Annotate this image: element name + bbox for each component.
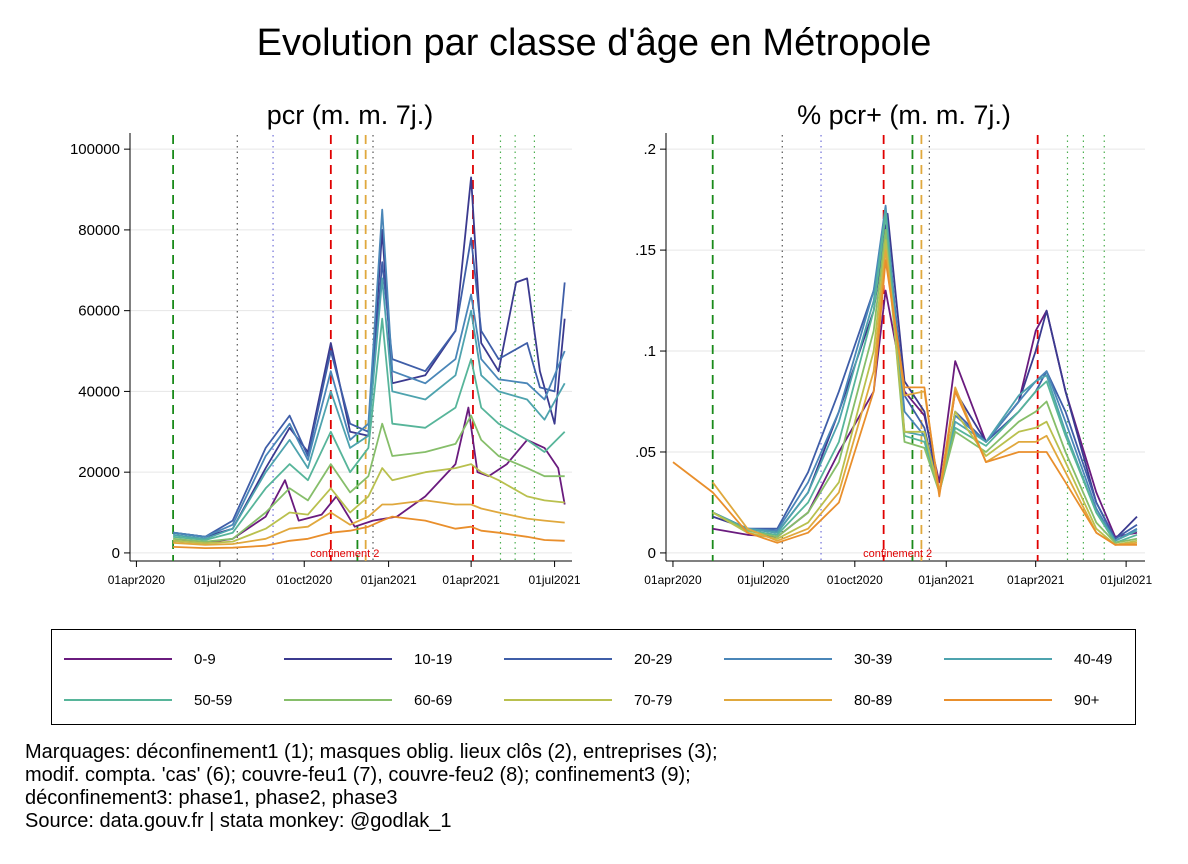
series-line-80-89 bbox=[711, 249, 1138, 546]
legend-label: 0-9 bbox=[194, 650, 216, 668]
x-tick-label: 01oct2020 bbox=[827, 573, 883, 587]
series-line-50-59 bbox=[173, 317, 566, 541]
pcr-panel: pcr (m. m. 7j.) 0 20000 40000 60000 80000 1000… bbox=[70, 100, 581, 587]
note-line: modif. compta. 'cas' (6); couvre-feu1 (7… bbox=[25, 764, 691, 786]
legend-item: 60-69 bbox=[284, 688, 452, 712]
y-tick-label: .2 bbox=[643, 141, 656, 158]
x-tick-label: 01jan2021 bbox=[361, 573, 417, 587]
pcr-positive-panel: % pcr+ (m. m. 7j.) 0 .05 .1 .15 .2 01apr2020 01… bbox=[635, 100, 1152, 587]
x-tick-label: 01apr2021 bbox=[442, 573, 500, 587]
y-tick-label: .15 bbox=[635, 242, 656, 259]
legend-label: 90+ bbox=[1074, 691, 1100, 709]
legend-item: 10-19 bbox=[284, 647, 452, 671]
x-tick-label: 01apr2021 bbox=[1007, 573, 1065, 587]
legend-label: 10-19 bbox=[414, 650, 453, 668]
x-tick-label: 01apr2020 bbox=[644, 573, 702, 587]
legend-item: 30-39 bbox=[724, 647, 892, 671]
legend-label: 30-39 bbox=[854, 650, 893, 668]
x-tick-label: 01jul2020 bbox=[194, 573, 246, 587]
y-tick-label: 0 bbox=[648, 545, 656, 562]
y-tick-label: 0 bbox=[112, 545, 120, 562]
x-tick-label: 01jul2020 bbox=[737, 573, 789, 587]
legend: 0-9 10-19 20-29 30-39 40-49 50-59 60-69 70-79 80… bbox=[51, 629, 1136, 725]
x-tick-label: 01apr2020 bbox=[108, 573, 166, 587]
legend-swatch bbox=[64, 699, 172, 701]
y-tick-label: .1 bbox=[643, 343, 656, 360]
legend-swatch bbox=[284, 658, 392, 660]
panel-title: % pcr+ (m. m. 7j.) bbox=[797, 100, 1011, 130]
legend-swatch bbox=[944, 699, 1052, 701]
series-line-90+ bbox=[173, 515, 565, 549]
annotation-label: confinement 2 bbox=[310, 548, 379, 560]
series-line-60-69 bbox=[173, 414, 565, 543]
legend-swatch bbox=[504, 699, 612, 701]
series-line-20-29 bbox=[172, 237, 566, 538]
legend-label: 20-29 bbox=[634, 650, 673, 668]
legend-item: 20-29 bbox=[504, 647, 672, 671]
x-tick-label: 01jul2021 bbox=[529, 573, 581, 587]
y-tick-label: 40000 bbox=[78, 383, 120, 400]
legend-label: 60-69 bbox=[414, 691, 453, 709]
series-line-30-39 bbox=[172, 208, 566, 538]
series-line-20-29 bbox=[712, 229, 1138, 540]
series-line-10-19 bbox=[712, 212, 1138, 540]
legend-label: 70-79 bbox=[634, 691, 673, 709]
y-tick-label: 100000 bbox=[70, 141, 120, 158]
note-line: déconfinement3: phase1, phase2, phase3 bbox=[25, 787, 398, 809]
series-line-70-79 bbox=[173, 463, 565, 545]
series-line-40-49 bbox=[712, 208, 1138, 542]
y-tick-label: .05 bbox=[635, 444, 656, 461]
legend-swatch bbox=[504, 658, 612, 660]
notes: Marquages: déconfinement1 (1); masques o… bbox=[25, 741, 718, 833]
series-line-90+ bbox=[672, 259, 1137, 546]
x-tick-label: 01jan2021 bbox=[918, 573, 974, 587]
legend-item: 80-89 bbox=[724, 688, 892, 712]
annotation-label: confinement 2 bbox=[863, 548, 932, 560]
legend-item: 40-49 bbox=[944, 647, 1112, 671]
legend-swatch bbox=[284, 699, 392, 701]
note-line: Source: data.gouv.fr | stata monkey: @go… bbox=[25, 810, 452, 832]
legend-item: 70-79 bbox=[504, 688, 672, 712]
legend-label: 50-59 bbox=[194, 691, 233, 709]
y-tick-label: 60000 bbox=[78, 303, 120, 320]
note-line: Marquages: déconfinement1 (1); masques o… bbox=[25, 741, 718, 763]
panel-title: pcr (m. m. 7j.) bbox=[267, 100, 434, 130]
legend-swatch bbox=[64, 658, 172, 660]
legend-label: 80-89 bbox=[854, 691, 893, 709]
legend-swatch bbox=[724, 699, 832, 701]
series-line-10-19 bbox=[172, 176, 566, 538]
main-title: Evolution par classe d'âge en Métropole bbox=[256, 22, 932, 64]
legend-item: 50-59 bbox=[64, 688, 232, 712]
legend-swatch bbox=[724, 658, 832, 660]
series-line-30-39 bbox=[712, 204, 1138, 542]
series-line-80-89 bbox=[173, 499, 565, 546]
y-tick-label: 80000 bbox=[78, 222, 120, 239]
legend-item: 0-9 bbox=[64, 647, 216, 671]
legend-label: 40-49 bbox=[1074, 650, 1113, 668]
legend-item: 90+ bbox=[944, 688, 1099, 712]
y-tick-label: 20000 bbox=[78, 464, 120, 481]
x-tick-label: 01oct2020 bbox=[276, 573, 332, 587]
legend-swatch bbox=[944, 658, 1052, 660]
series-line-40-49 bbox=[172, 277, 566, 540]
x-tick-label: 01jul2021 bbox=[1100, 573, 1152, 587]
